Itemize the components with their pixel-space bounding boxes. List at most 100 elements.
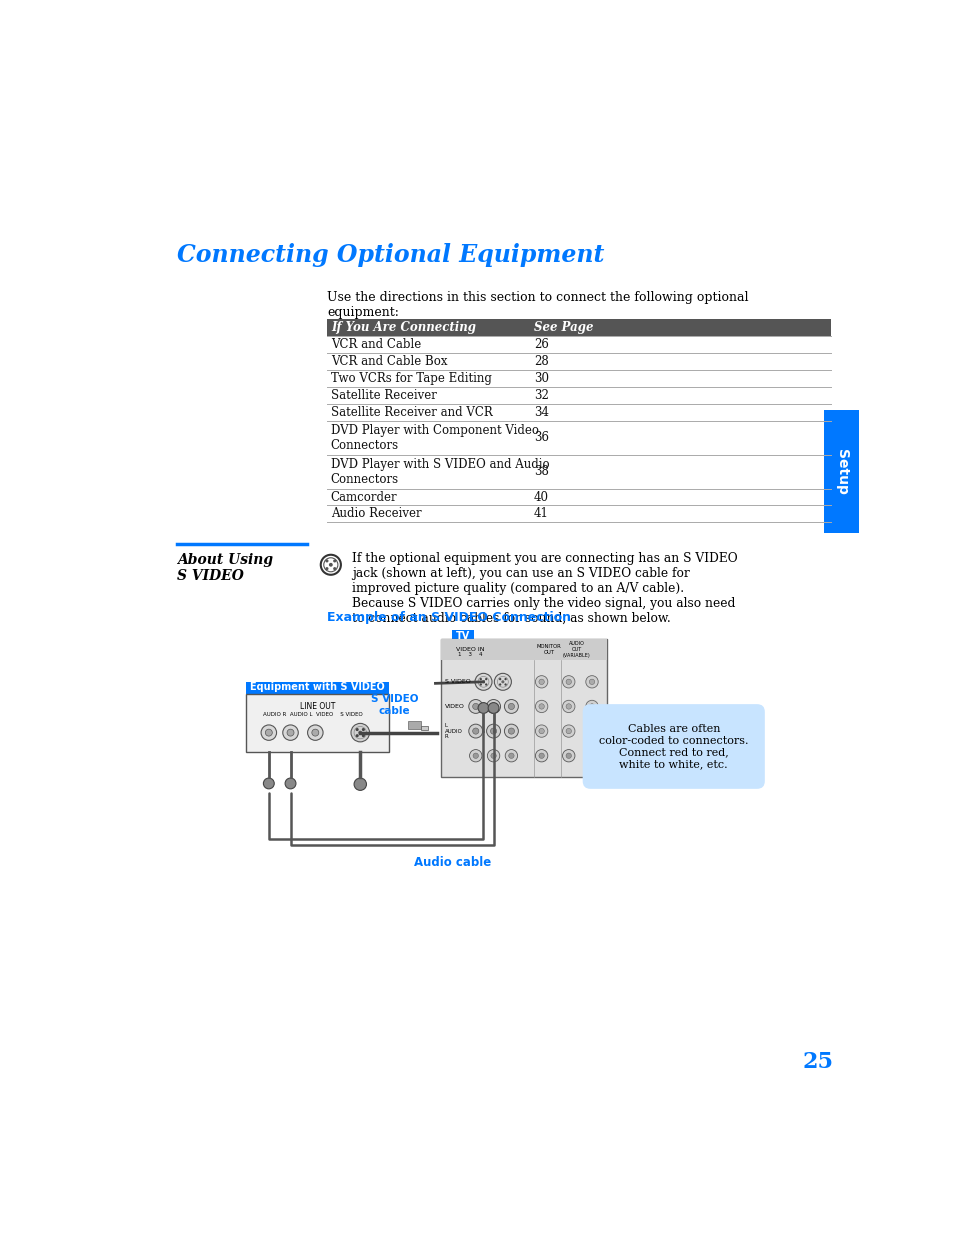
- Text: 28: 28: [534, 354, 548, 368]
- Text: 41: 41: [534, 508, 548, 520]
- Text: If You Are Connecting: If You Are Connecting: [331, 321, 476, 335]
- Circle shape: [287, 729, 294, 736]
- Circle shape: [477, 703, 488, 714]
- FancyBboxPatch shape: [582, 704, 764, 789]
- Text: Satellite Receiver: Satellite Receiver: [331, 389, 436, 401]
- Text: 32: 32: [534, 389, 548, 401]
- Circle shape: [538, 704, 544, 709]
- Text: Audio Receiver: Audio Receiver: [331, 508, 421, 520]
- Text: 26: 26: [534, 338, 548, 351]
- Circle shape: [538, 679, 544, 684]
- Circle shape: [504, 724, 517, 739]
- Circle shape: [562, 725, 575, 737]
- Circle shape: [282, 725, 298, 740]
- Circle shape: [508, 753, 514, 758]
- Text: TV: TV: [456, 631, 470, 641]
- Circle shape: [490, 727, 497, 734]
- Text: VIDEO IN: VIDEO IN: [456, 647, 484, 652]
- Text: 25: 25: [802, 1051, 833, 1073]
- FancyBboxPatch shape: [407, 721, 421, 729]
- Text: VIDEO: VIDEO: [444, 704, 464, 709]
- Circle shape: [361, 727, 365, 731]
- FancyBboxPatch shape: [421, 726, 427, 730]
- FancyBboxPatch shape: [245, 682, 389, 694]
- Text: Example of an S VIDEO Connection: Example of an S VIDEO Connection: [327, 611, 570, 624]
- FancyBboxPatch shape: [452, 630, 474, 641]
- Text: Cables are often
color-coded to connectors.
Connect red to red,
white to white, : Cables are often color-coded to connecto…: [598, 724, 748, 769]
- Circle shape: [491, 753, 496, 758]
- Circle shape: [565, 753, 571, 758]
- Text: S VIDEO: S VIDEO: [444, 679, 470, 684]
- Circle shape: [508, 704, 514, 710]
- Text: Setup: Setup: [834, 448, 847, 494]
- Circle shape: [487, 750, 499, 762]
- Circle shape: [486, 724, 500, 739]
- Circle shape: [265, 729, 272, 736]
- Circle shape: [535, 676, 547, 688]
- Text: 1    3    4: 1 3 4: [457, 652, 482, 657]
- Circle shape: [589, 729, 594, 734]
- Circle shape: [354, 778, 366, 790]
- Circle shape: [490, 704, 497, 710]
- Text: 40: 40: [534, 490, 548, 504]
- Circle shape: [562, 750, 575, 762]
- Text: Audio cable: Audio cable: [414, 856, 491, 869]
- Circle shape: [472, 704, 478, 710]
- Circle shape: [585, 676, 598, 688]
- Circle shape: [488, 703, 498, 714]
- Circle shape: [535, 750, 547, 762]
- Text: DVD Player with S VIDEO and Audio
Connectors: DVD Player with S VIDEO and Audio Connec…: [331, 458, 549, 485]
- Circle shape: [494, 673, 511, 690]
- Circle shape: [565, 679, 571, 684]
- Circle shape: [585, 750, 598, 762]
- Text: VCR and Cable: VCR and Cable: [331, 338, 420, 351]
- Circle shape: [500, 680, 504, 683]
- Circle shape: [481, 680, 484, 683]
- Circle shape: [486, 699, 500, 714]
- Circle shape: [538, 729, 544, 734]
- Text: Use the directions in this section to connect the following optional
equipment:: Use the directions in this section to co…: [327, 290, 748, 319]
- Circle shape: [469, 750, 481, 762]
- Text: VCR and Cable Box: VCR and Cable Box: [331, 354, 447, 368]
- Text: 36: 36: [534, 431, 548, 445]
- FancyBboxPatch shape: [327, 319, 830, 336]
- Text: 38: 38: [534, 466, 548, 478]
- Text: AUDIO
OUT
(VARIABLE): AUDIO OUT (VARIABLE): [562, 641, 590, 658]
- Text: L
AUDIO
R: L AUDIO R: [444, 722, 462, 740]
- Circle shape: [504, 699, 517, 714]
- Text: Equipment with S VIDEO: Equipment with S VIDEO: [250, 682, 384, 692]
- Circle shape: [355, 734, 358, 737]
- Circle shape: [562, 676, 575, 688]
- Circle shape: [333, 559, 335, 562]
- Text: See Page: See Page: [534, 321, 593, 335]
- Text: 34: 34: [534, 406, 548, 419]
- Circle shape: [468, 724, 482, 739]
- Text: Connecting Optional Equipment: Connecting Optional Equipment: [177, 243, 604, 267]
- Text: S VIDEO
cable: S VIDEO cable: [370, 694, 417, 716]
- FancyBboxPatch shape: [440, 638, 607, 661]
- Circle shape: [333, 567, 335, 571]
- Circle shape: [585, 725, 598, 737]
- Circle shape: [325, 559, 328, 562]
- Circle shape: [263, 778, 274, 789]
- Circle shape: [585, 700, 598, 713]
- FancyBboxPatch shape: [245, 694, 389, 752]
- Text: LINE OUT: LINE OUT: [299, 701, 335, 711]
- Circle shape: [498, 683, 500, 685]
- Circle shape: [504, 683, 506, 685]
- Circle shape: [479, 683, 481, 685]
- Circle shape: [307, 725, 323, 740]
- Circle shape: [565, 729, 571, 734]
- Circle shape: [535, 725, 547, 737]
- Circle shape: [562, 700, 575, 713]
- Circle shape: [589, 679, 594, 684]
- Circle shape: [355, 727, 358, 731]
- Circle shape: [479, 678, 481, 680]
- FancyBboxPatch shape: [440, 638, 607, 777]
- Text: DVD Player with Component Video
Connectors: DVD Player with Component Video Connecto…: [331, 424, 538, 452]
- Text: 30: 30: [534, 372, 548, 385]
- Circle shape: [473, 753, 478, 758]
- Circle shape: [285, 778, 295, 789]
- Circle shape: [508, 727, 514, 734]
- Circle shape: [589, 753, 594, 758]
